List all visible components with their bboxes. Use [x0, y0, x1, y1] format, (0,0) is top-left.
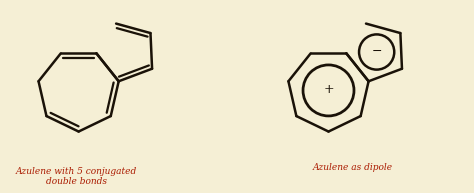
Text: Azulene with 5 conjugated
double bonds: Azulene with 5 conjugated double bonds [16, 167, 137, 186]
Text: −: − [372, 45, 382, 58]
Text: Azulene as dipole: Azulene as dipole [312, 163, 392, 172]
Text: +: + [323, 83, 334, 96]
